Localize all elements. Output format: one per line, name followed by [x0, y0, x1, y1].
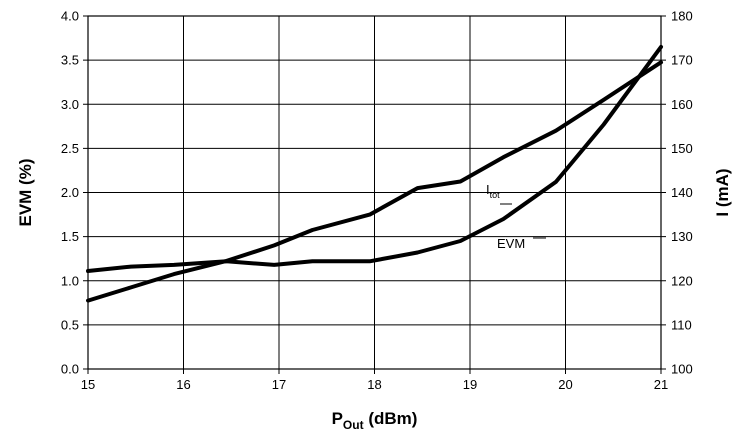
left-tick-label: 0.5	[61, 317, 79, 332]
left-tick-label: 2.5	[61, 141, 79, 156]
x-tick-label: 17	[272, 377, 286, 392]
series-label-itot-sub: tot	[490, 190, 501, 200]
x-axis-title: POut (dBm)	[332, 409, 418, 432]
series-label-evm: EVM	[497, 236, 525, 251]
right-y-axis-title: I (mA)	[713, 168, 732, 216]
left-tick-label: 1.0	[61, 273, 79, 288]
plot-frame	[87, 15, 662, 370]
left-tick-label: 4.0	[61, 9, 79, 24]
right-tick-label: 160	[671, 97, 693, 112]
right-tick-label: 180	[671, 9, 693, 24]
right-tick-label: 120	[671, 273, 693, 288]
left-tick-label: 2.0	[61, 185, 79, 200]
x-tick-label: 19	[463, 377, 477, 392]
series-label-itot-main: I	[486, 182, 490, 197]
series-line-evm	[86, 44, 663, 273]
left-tick-label: 3.5	[61, 53, 79, 68]
right-tick-label: 150	[671, 141, 693, 156]
x-axis-title-rest: (dBm)	[364, 409, 418, 428]
x-axis-title-main: P	[332, 409, 343, 428]
right-tick-label: 100	[671, 362, 693, 377]
left-tick-label: 1.5	[61, 229, 79, 244]
series-layer	[86, 44, 663, 303]
right-tick-label: 130	[671, 229, 693, 244]
series-label-itot: Itot	[486, 182, 500, 200]
left-tick-label: 3.0	[61, 97, 79, 112]
left-tick-label: 0.0	[61, 362, 79, 377]
x-axis-ticks: 15 16 17 18 19 20 21	[81, 377, 668, 392]
series-line-itot	[86, 60, 663, 303]
x-tick-label: 15	[81, 377, 95, 392]
x-axis-title-sub: Out	[343, 418, 364, 432]
right-axis-ticks: 100 110 120 130 140 150 160 170 180	[671, 9, 693, 377]
right-tick-label: 170	[671, 53, 693, 68]
right-tick-label: 110	[671, 317, 692, 332]
x-tick-label: 16	[176, 377, 190, 392]
left-axis-ticks: 0.0 0.5 1.0 1.5 2.0 2.5 3.0 3.5 4.0	[61, 9, 79, 377]
grid	[83, 15, 666, 374]
x-tick-label: 18	[367, 377, 381, 392]
right-tick-label: 140	[671, 185, 693, 200]
x-tick-label: 21	[654, 377, 668, 392]
x-tick-label: 20	[558, 377, 572, 392]
left-y-axis-title: EVM (%)	[16, 159, 35, 227]
